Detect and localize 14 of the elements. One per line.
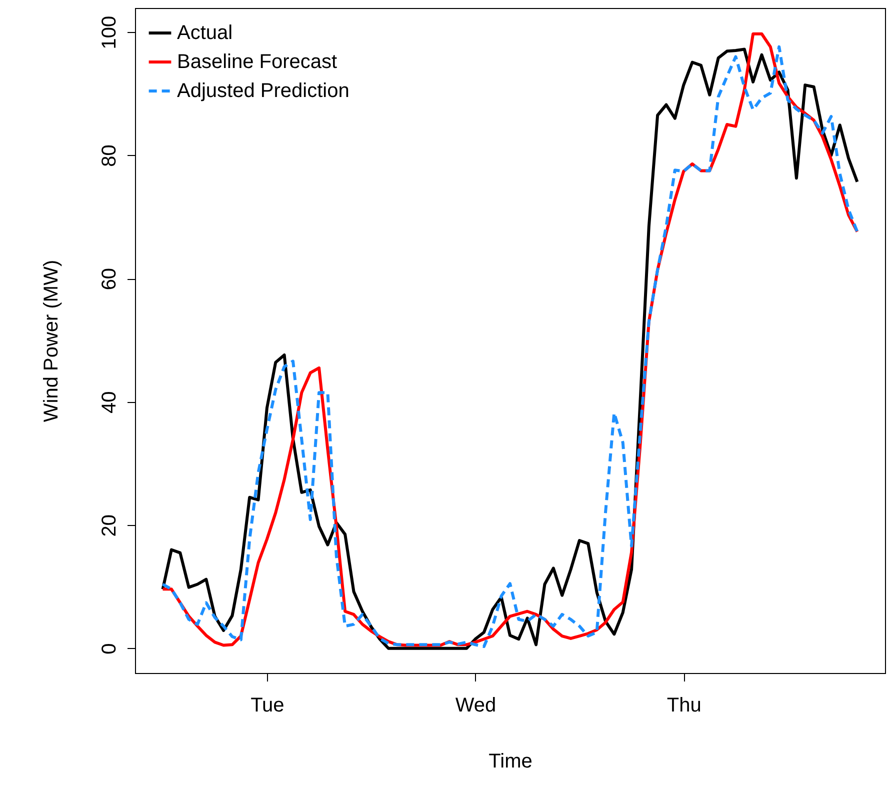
x-axis-title: Time [488, 750, 532, 772]
x-tick-label: Tue [250, 694, 284, 716]
y-tick-label: 0 [98, 643, 120, 654]
y-tick-label: 60 [98, 268, 120, 290]
legend-label: Adjusted Prediction [177, 80, 350, 102]
legend-label: Actual [177, 22, 233, 44]
y-tick-label: 80 [98, 144, 120, 167]
y-tick-label: 20 [98, 514, 120, 537]
y-axis-title: Wind Power (MW) [40, 260, 62, 422]
x-tick-label: Wed [455, 694, 496, 716]
y-tick-label: 100 [98, 16, 120, 50]
y-tick-label: 40 [98, 391, 120, 414]
x-tick-label: Thu [666, 694, 702, 716]
legend-label: Baseline Forecast [177, 51, 338, 73]
